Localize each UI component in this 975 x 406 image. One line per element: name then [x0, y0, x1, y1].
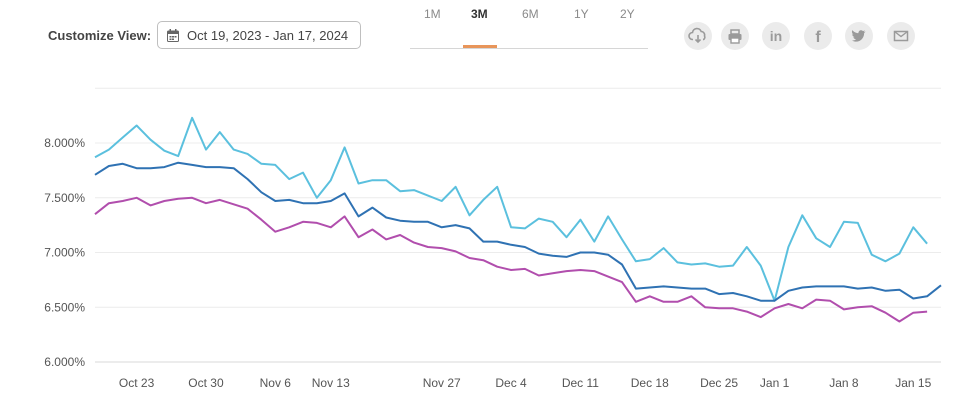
x-tick-label: Dec 18	[631, 376, 669, 390]
x-tick-label: Oct 30	[188, 376, 224, 390]
twitter-share-button[interactable]	[845, 22, 873, 50]
x-axis: Oct 23 Oct 30 Nov 6 Nov 13 Nov 27 Dec 4 Dec 11…	[119, 376, 932, 390]
active-range-indicator	[463, 45, 497, 48]
y-axis: 6.000% 6.500% 7.000% 7.500% 8.000%	[44, 136, 85, 369]
range-6m-button[interactable]: 6M	[522, 7, 539, 21]
svg-text:in: in	[770, 28, 782, 44]
series-line-3	[94, 196, 928, 323]
y-tick-label: 8.000%	[44, 136, 85, 150]
range-2y-button[interactable]: 2Y	[620, 7, 635, 21]
series-lines	[94, 116, 942, 323]
calendar-icon	[167, 29, 179, 42]
range-1y-button[interactable]: 1Y	[574, 7, 589, 21]
facebook-share-button[interactable]: f	[804, 22, 832, 50]
x-tick-label: Nov 13	[312, 376, 350, 390]
y-tick-label: 7.500%	[44, 191, 85, 205]
x-tick-label: Jan 8	[829, 376, 859, 390]
grid-lines	[95, 87, 941, 363]
date-range-text: Oct 19, 2023 - Jan 17, 2024	[187, 28, 349, 43]
print-icon	[728, 29, 742, 44]
range-1m-button[interactable]: 1M	[424, 7, 441, 21]
linkedin-icon: in	[770, 28, 782, 44]
x-tick-label: Jan 15	[895, 376, 931, 390]
x-tick-label: Dec 11	[562, 376, 599, 390]
svg-text:f: f	[815, 29, 821, 46]
range-selector	[410, 18, 648, 49]
series-line-1	[94, 116, 928, 302]
y-tick-label: 6.000%	[44, 355, 85, 369]
x-tick-label: Nov 27	[423, 376, 461, 390]
cloud-download-icon	[688, 27, 706, 44]
email-share-button[interactable]	[887, 22, 915, 50]
x-tick-label: Dec 4	[495, 376, 527, 390]
download-button[interactable]	[684, 22, 712, 50]
print-button[interactable]	[721, 22, 749, 50]
facebook-icon: f	[815, 29, 821, 46]
y-tick-label: 6.500%	[44, 300, 85, 314]
x-tick-label: Jan 1	[760, 376, 790, 390]
x-tick-label: Oct 23	[119, 376, 155, 390]
x-tick-label: Nov 6	[260, 376, 292, 390]
x-tick-label: Dec 25	[700, 376, 738, 390]
date-range-picker[interactable]: Oct 19, 2023 - Jan 17, 2024	[157, 21, 361, 49]
customize-view-label: Customize View:	[48, 28, 152, 43]
range-3m-button[interactable]: 3M	[471, 7, 488, 21]
twitter-icon	[851, 30, 866, 42]
linkedin-share-button[interactable]: in	[762, 22, 790, 50]
y-tick-label: 7.000%	[44, 246, 85, 260]
chart-toolbar: Customize View: Oct 19, 2023 - Jan 17, 2…	[0, 0, 975, 70]
email-icon	[893, 30, 909, 42]
series-line-2	[94, 161, 942, 302]
